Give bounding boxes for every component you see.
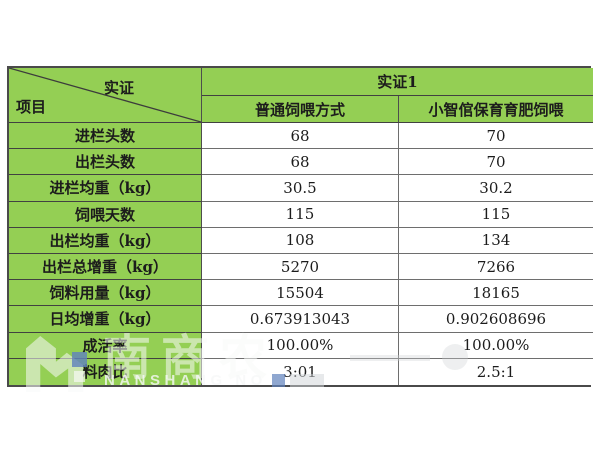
row-label: 饲料用量（kg） [9, 280, 202, 307]
value-cell: 68 [202, 149, 399, 176]
value-cell: 70 [399, 123, 593, 150]
corner-label-bottom: 项目 [16, 98, 47, 116]
row-label: 进栏均重（kg） [9, 175, 202, 202]
value-cell: 0.673913043 [202, 306, 399, 333]
value-cell: 2.5:1 [399, 358, 593, 385]
comparison-table: 实证 项目 实证1 普通饲喂方式 小智倌保育育肥饲喂 进栏头数 68 70 出栏… [7, 66, 593, 387]
value-cell: 70 [399, 149, 593, 176]
value-cell: 5270 [202, 254, 399, 281]
value-cell: 0.902608696 [399, 306, 593, 333]
column-header-smart-feeding: 小智倌保育育肥饲喂 [399, 96, 593, 123]
value-cell: 3:01 [202, 358, 399, 385]
row-label: 出栏总增重（kg） [9, 254, 202, 281]
diagonal-divider [9, 68, 201, 122]
value-cell: 30.2 [399, 175, 593, 202]
row-label: 饲喂天数 [9, 201, 202, 228]
value-cell: 115 [399, 201, 593, 228]
value-cell: 100.00% [399, 332, 593, 359]
value-cell: 108 [202, 227, 399, 254]
value-cell: 68 [202, 123, 399, 150]
value-cell: 115 [202, 201, 399, 228]
row-label: 出栏均重（kg） [9, 227, 202, 254]
value-cell: 134 [399, 227, 593, 254]
row-label: 出栏头数 [9, 149, 202, 176]
corner-cell: 实证 项目 [9, 68, 202, 123]
value-cell: 100.00% [202, 332, 399, 359]
row-label: 进栏头数 [9, 123, 202, 150]
row-label: 料肉比 [9, 358, 202, 385]
value-cell: 7266 [399, 254, 593, 281]
row-label: 成活率 [9, 332, 202, 359]
group-header: 实证1 [202, 68, 593, 96]
corner-label-top: 实证 [104, 79, 135, 97]
column-header-normal-feeding: 普通饲喂方式 [202, 96, 399, 123]
row-label: 日均增重（kg） [9, 306, 202, 333]
value-cell: 18165 [399, 280, 593, 307]
value-cell: 15504 [202, 280, 399, 307]
value-cell: 30.5 [202, 175, 399, 202]
